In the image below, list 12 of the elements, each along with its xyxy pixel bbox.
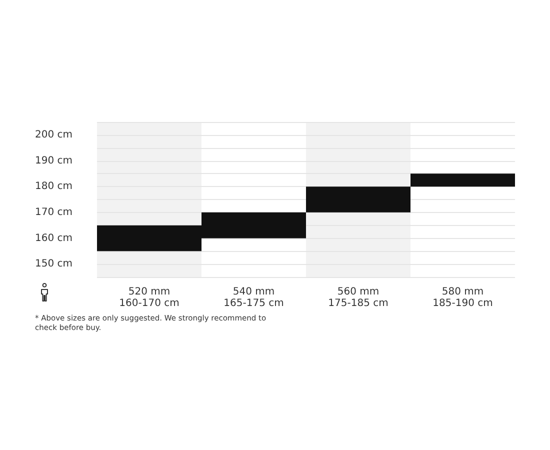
y-tick-label: 200 cm (35, 129, 73, 140)
x-tick-label: 520 mm 160-170 cm (119, 286, 180, 309)
bar (410, 174, 515, 187)
bar (306, 186, 410, 212)
x-tick-label: 580 mm 185-190 cm (432, 286, 493, 309)
y-tick-label: 160 cm (35, 232, 73, 244)
y-tick-label: 170 cm (35, 206, 73, 218)
x-tick-label: 540 mm 165-175 cm (224, 286, 284, 309)
y-tick-label: 150 cm (35, 258, 73, 270)
x-tick-label: 560 mm 175-185 cm (328, 286, 388, 309)
y-tick-label: 190 cm (35, 155, 73, 166)
y-tick-label: 180 cm (35, 181, 73, 192)
